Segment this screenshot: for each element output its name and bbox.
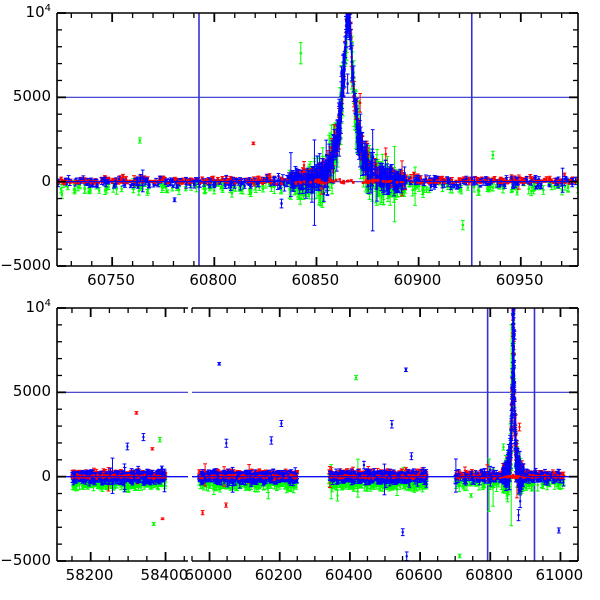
bottom-panel-ytick-label: 5000	[13, 382, 51, 400]
bottom-panel-ytick-label: 0	[41, 467, 51, 485]
top-panel-plot-area	[57, 13, 578, 266]
top-panel-axes	[56, 12, 579, 267]
top-panel-xtick-label: 60950	[496, 271, 600, 289]
bottom-panel-xtick-label: 60800	[465, 566, 600, 584]
top-panel-ytick-label: 0	[41, 172, 51, 190]
model-curve	[57, 13, 578, 183]
bottom-panel-xtick-label: 58400	[141, 566, 600, 584]
top-panel-xtick-label: 60800	[189, 271, 600, 289]
bottom-panel-xtick-label: 60400	[325, 566, 600, 584]
model-curve	[57, 308, 578, 478]
bottom-panel-xtick-label: 60600	[395, 566, 600, 584]
bottom-panel-ytick-label: −5000	[0, 551, 51, 569]
top-panel-ytick-label: 5000	[13, 87, 51, 105]
bottom-panel-xtick-label: 60200	[255, 566, 600, 584]
top-panel-ytick-label: 104	[26, 3, 51, 21]
bottom-panel-plot-area	[57, 308, 578, 561]
bottom-panel-ytick-label: 104	[26, 298, 51, 316]
bottom-panel-xtick-label: 61000	[535, 566, 600, 584]
bottom-panel-xtick-label: 60000	[185, 566, 600, 584]
top-panel-ytick-label: −5000	[0, 256, 51, 274]
bottom-panel-axes	[56, 307, 579, 562]
top-panel-xtick-label: 60750	[87, 271, 600, 289]
top-panel-xtick-label: 60900	[394, 271, 600, 289]
top-panel-xtick-label: 60850	[291, 271, 600, 289]
bottom-panel-xtick-label: 58200	[66, 566, 600, 584]
